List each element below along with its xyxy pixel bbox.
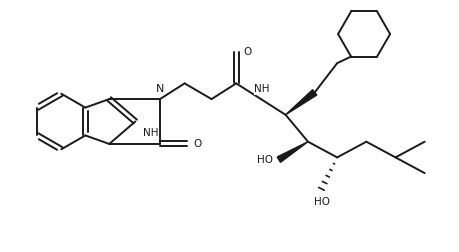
Text: NH: NH	[254, 84, 269, 94]
Text: N: N	[156, 84, 164, 94]
Text: HO: HO	[314, 197, 330, 207]
Text: O: O	[194, 139, 202, 149]
Text: HO: HO	[257, 155, 274, 165]
Polygon shape	[277, 142, 308, 162]
Text: O: O	[243, 47, 251, 57]
Polygon shape	[285, 90, 317, 115]
Text: NH: NH	[143, 128, 159, 138]
